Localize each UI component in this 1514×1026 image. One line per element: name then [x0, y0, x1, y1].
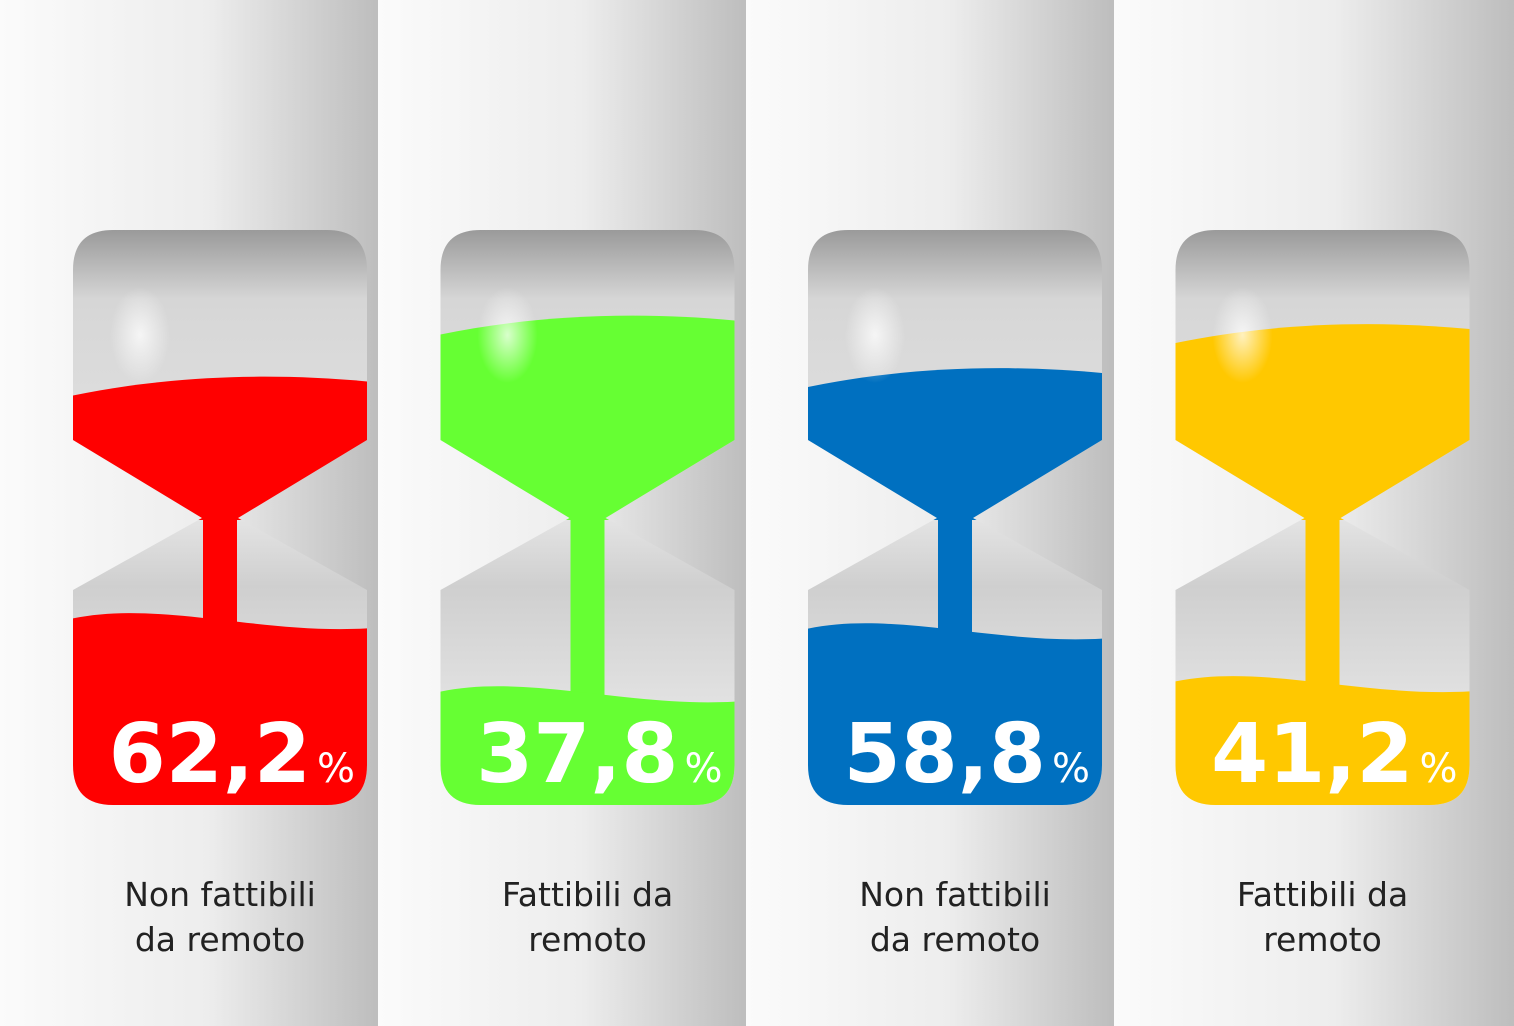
category-label: Non fattibili da remoto — [859, 875, 1051, 959]
highlight — [845, 287, 905, 383]
value-label: 58,8% — [844, 707, 1090, 802]
stream — [203, 510, 237, 624]
stream — [938, 510, 972, 634]
bottom-liquid — [808, 623, 1102, 805]
liquid — [808, 368, 1102, 805]
column-background — [0, 0, 379, 1026]
bottom-liquid — [73, 613, 367, 805]
highlight — [477, 287, 538, 383]
value-label: 41,2% — [1211, 707, 1457, 802]
highlight — [1212, 287, 1273, 383]
top-liquid — [73, 376, 367, 520]
bottom-liquid — [1175, 676, 1470, 805]
liquid — [73, 376, 367, 805]
category-label: Fattibili da remoto — [1236, 875, 1409, 959]
value-label: 37,8% — [476, 707, 722, 802]
stream — [1305, 510, 1340, 687]
stream — [570, 510, 605, 697]
category-label: Non fattibili da remoto — [124, 875, 316, 959]
bottom-liquid — [440, 686, 735, 805]
top-liquid — [808, 368, 1102, 520]
value-label: 62,2% — [109, 707, 355, 802]
category-label: Fattibili da remoto — [501, 875, 674, 959]
highlight — [110, 287, 170, 383]
